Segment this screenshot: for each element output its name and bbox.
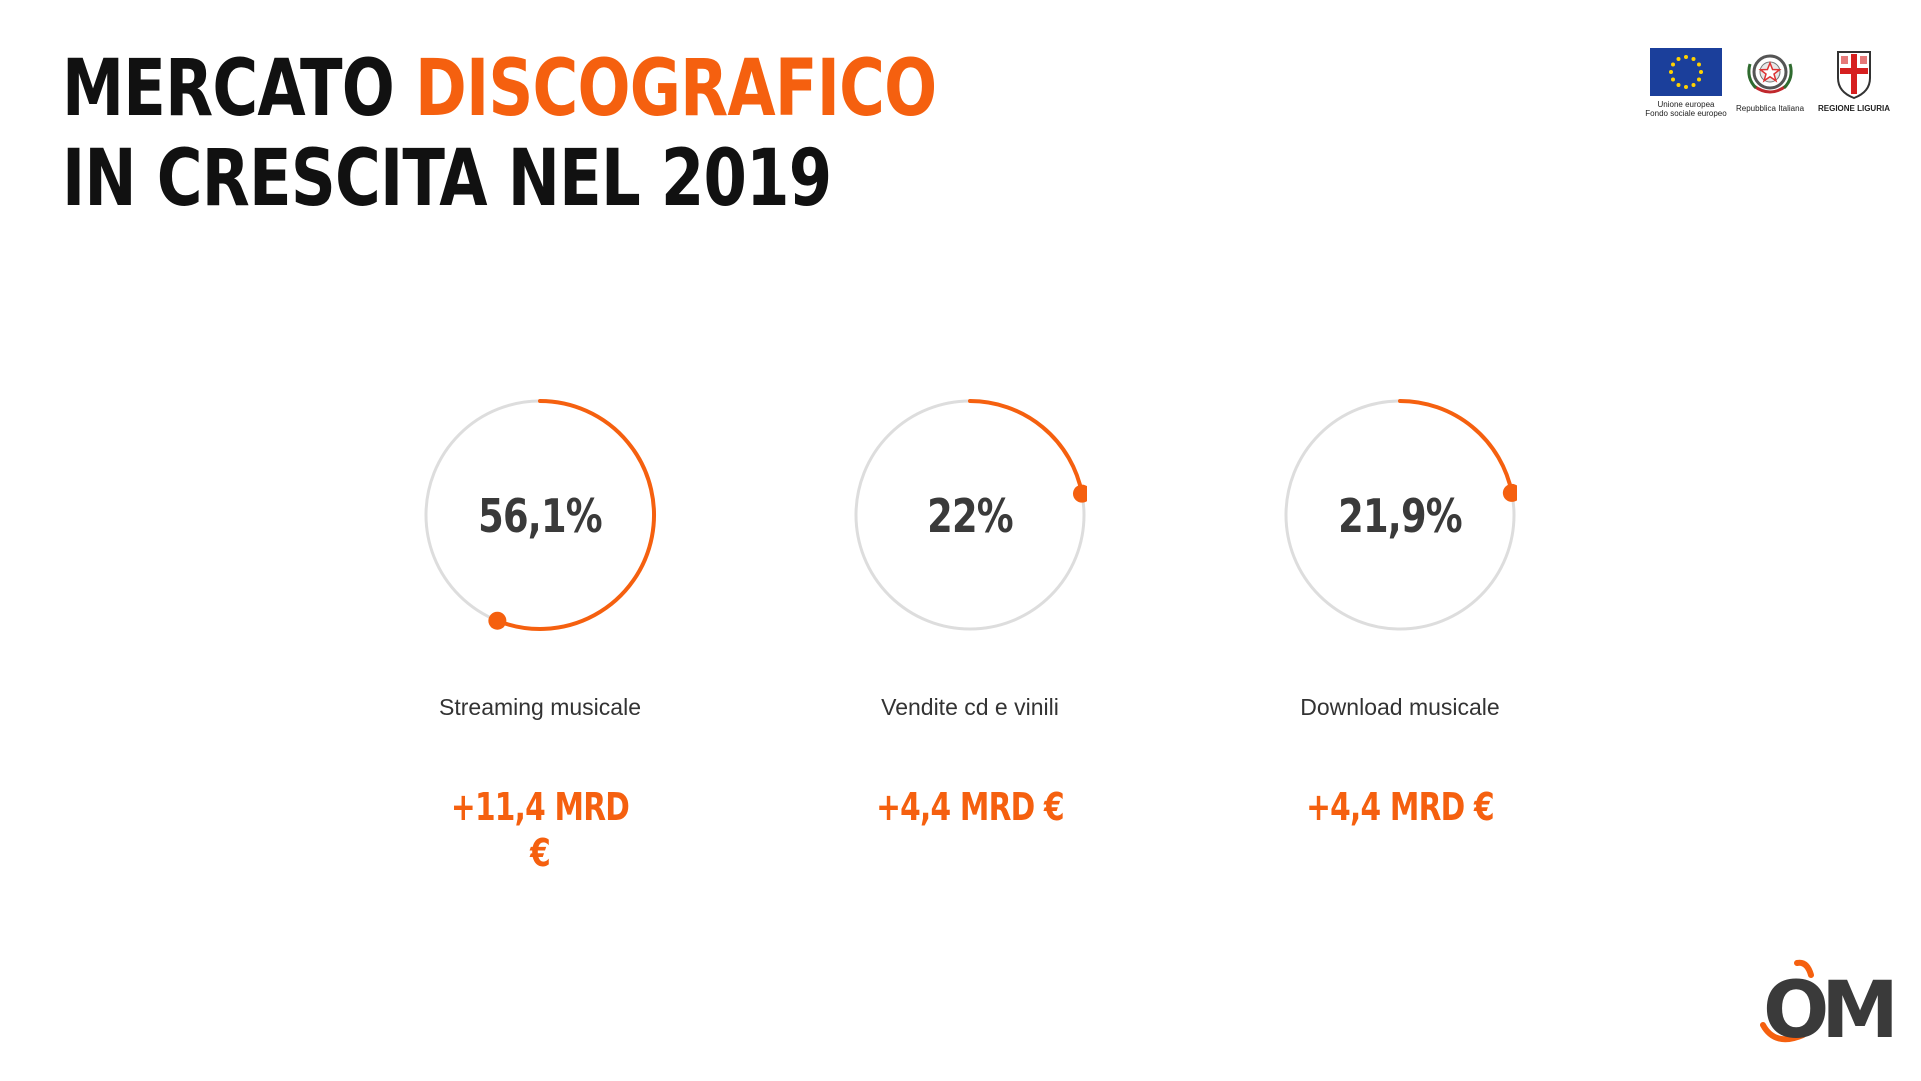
eu-flag-icon	[1650, 48, 1722, 96]
eu-star	[1691, 82, 1696, 87]
italian-emblem-icon	[1747, 54, 1793, 94]
eu-star	[1669, 70, 1673, 74]
progress-ring-download	[1284, 399, 1517, 631]
title-line1-accent: DISCOGRAFICO	[414, 44, 937, 134]
liguria-caption: REGIONE LIGURIA	[1817, 104, 1890, 113]
title-line2: IN CRESCITA NEL 2019	[62, 134, 832, 224]
stat-amount: +4,4 MRD €	[1306, 785, 1495, 829]
stat-label: Vendite cd e vinili	[881, 694, 1059, 720]
progress-end-dot	[1502, 483, 1517, 502]
liguria-logo: REGIONE LIGURIA	[1818, 48, 1890, 113]
italy-emblem: Repubblica Italiana	[1736, 48, 1804, 113]
liguria-shield-icon	[1837, 51, 1871, 100]
brand-logo: OM	[1745, 955, 1900, 1056]
eu-star	[1684, 85, 1688, 89]
page-title: MERCATO DISCOGRAFICO IN CRESCITA NEL 201…	[62, 44, 937, 224]
stat-amount: +11,4 MRD €	[450, 785, 630, 875]
progress-arc	[968, 399, 1084, 496]
title-line1-part1: MERCATO	[62, 44, 395, 134]
eu-star	[1691, 57, 1696, 62]
stat-amount: +4,4 MRD €	[876, 785, 1065, 829]
italy-caption: Repubblica Italiana	[1735, 104, 1805, 113]
stat-label: Streaming musicale	[439, 694, 641, 720]
institutional-logos: Unione europea Fondo sociale europeo Rep…	[1630, 48, 1890, 124]
stat-label: Download musicale	[1300, 694, 1500, 720]
eu-star	[1671, 77, 1676, 82]
brand-text: OM	[1763, 966, 1892, 1055]
progress-arc	[495, 399, 656, 631]
eu-caption-line1: Unione europea	[1657, 100, 1715, 109]
eu-star	[1676, 57, 1681, 62]
stat-cd-vinyl: 22% Vendite cd e vinili +4,4 MRD €	[840, 398, 1100, 838]
om-logo-icon: OM	[1760, 959, 1900, 1056]
stat-value: 22%	[927, 489, 1013, 543]
stat-streaming: 56,1% Streaming musicale +11,4 MRD €	[410, 398, 670, 875]
stat-value: 56,1%	[478, 489, 602, 543]
eu-star	[1684, 55, 1688, 59]
progress-end-dot	[1072, 484, 1087, 503]
eu-star	[1696, 62, 1701, 67]
progress-ring-streaming	[424, 399, 656, 631]
eu-logo: Unione europea Fondo sociale europeo	[1645, 48, 1727, 118]
eu-caption-line2: Fondo sociale europeo	[1645, 109, 1727, 118]
progress-ring-cd-vinyl	[854, 399, 1087, 631]
stat-download: 21,9% Download musicale +4,4 MRD €	[1270, 398, 1530, 838]
progress-arc	[1398, 399, 1514, 495]
stat-value: 21,9%	[1338, 489, 1462, 543]
eu-star	[1699, 70, 1703, 74]
eu-star	[1676, 82, 1681, 87]
eu-star	[1696, 77, 1701, 82]
eu-star	[1671, 62, 1676, 67]
progress-end-dot	[488, 611, 507, 630]
